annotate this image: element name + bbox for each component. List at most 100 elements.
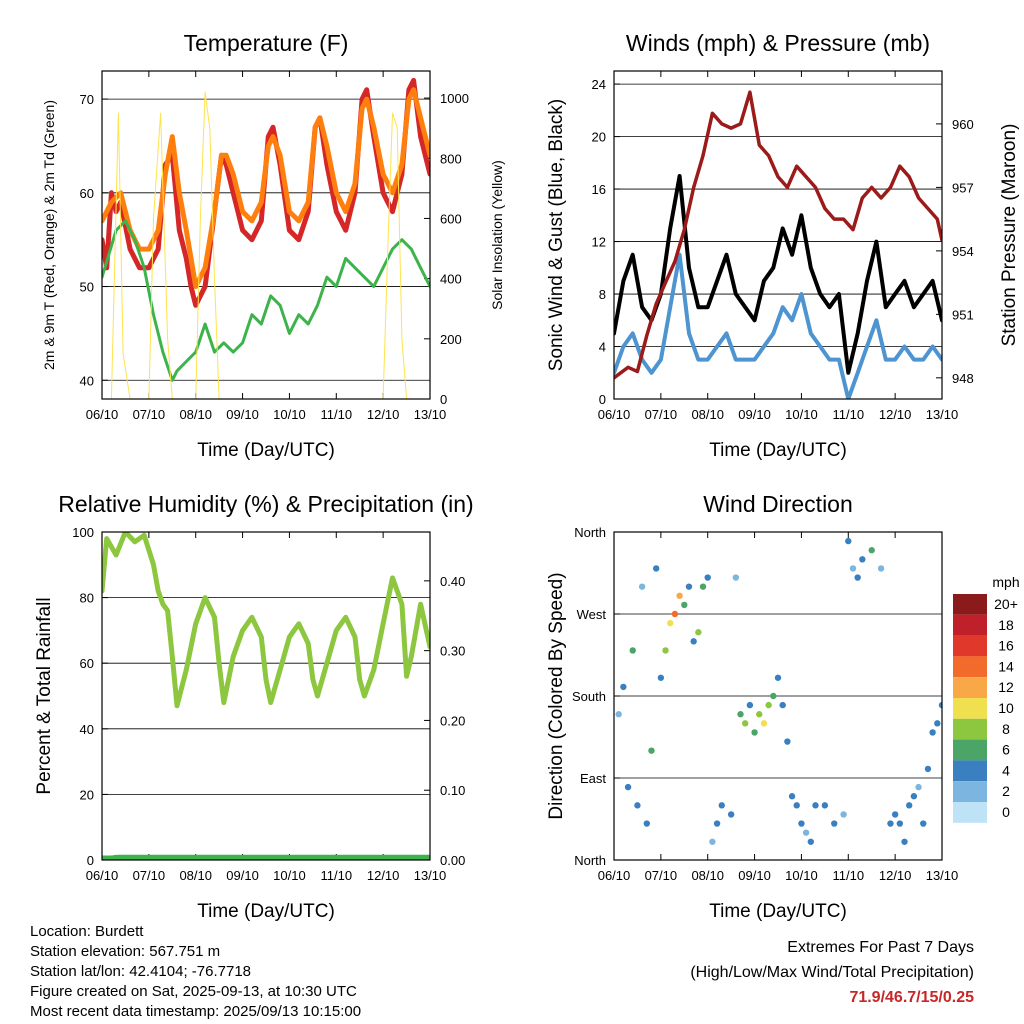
scatter-point [727,811,735,818]
y2-tick-label: 200 [440,332,462,347]
scatter-point [915,783,922,791]
x-tick-label: 12/10 [879,868,912,883]
scatter-point [671,610,679,618]
scatter-point [709,838,716,845]
scatter-point [845,537,852,545]
legend-swatch [953,656,987,678]
extremes-title: Extremes For Past 7 Days [787,939,974,956]
chart-title: Temperature (F) [184,30,349,56]
scatter-point [690,638,697,645]
scatter-point [821,802,829,809]
y-tick-label: 70 [80,92,94,107]
legend-swatch [953,802,987,823]
chart-panel-1: Winds (mph) & Pressure (mb) 0 4 8 12 16 20 24 94… [546,30,1020,461]
station-location: Location: Burdett [30,923,144,940]
x-tick-label: 09/10 [226,868,259,883]
x-tick-label: 06/10 [86,407,119,422]
chart-title: Relative Humidity (%) & Precipitation (i… [58,491,473,517]
legend-swatch [953,760,987,782]
scatter-point [765,701,772,709]
legend-swatch [953,781,987,802]
scatter-point [891,811,899,818]
y-tick-label: 12 [592,235,606,250]
scatter-point [868,547,875,554]
scatter-point [737,711,744,718]
x-tick-label: 11/10 [832,407,864,422]
y2-tick-label: 800 [440,151,462,166]
x-tick-label: 10/10 [785,868,818,883]
scatter-point [788,793,796,800]
chart-panel-3: Wind DirectionNorthEastSouthWestNorth06/… [546,491,1020,922]
recent-timestamp: Most recent data timestamp: 2025/09/13 1… [30,1003,362,1020]
x-axis-label: Time (Day/UTC) [709,901,847,922]
x-tick-label: 08/10 [179,868,212,883]
scatter-point [812,802,819,809]
plot-frame [101,70,431,400]
legend-label: 20+ [994,596,1018,612]
y2-tick-label: 957 [952,180,974,195]
x-tick-label: 08/10 [691,868,724,883]
x-tick-label: 07/10 [133,868,166,883]
speed-legend: mph 20+ 18 16 14 12 10 8 6 4 2 0 [953,574,1020,823]
scatter-point [802,829,810,836]
legend-label: 12 [998,679,1014,695]
legend-label: 6 [1002,742,1010,758]
x-tick-label: 08/10 [691,407,724,422]
x-tick-label: 07/10 [645,407,678,422]
plot-area [102,77,430,399]
scatter-point [760,720,768,727]
y-tick-label: East [580,771,606,786]
legend-label: 10 [998,700,1014,716]
y2-tick-label: 1000 [440,91,469,106]
plot-area [102,532,430,860]
scatter-point [746,701,754,709]
legend-label: 18 [998,617,1014,633]
scatter-point [924,765,932,773]
x-axis-label: Time (Day/UTC) [709,440,847,461]
y-tick-label: 80 [80,591,94,606]
scatter-point [784,738,791,745]
legend-label: 0 [1002,804,1010,820]
y-tick-label: 24 [592,77,606,92]
scatter-point [934,720,941,727]
scatter-point [774,674,782,681]
scatter-point [624,783,632,791]
scatter-point [638,583,646,590]
scatter-point [620,683,627,691]
x-tick-label: 09/10 [226,407,259,422]
plot-frame [613,70,943,400]
scatter-point [648,747,655,754]
scatter-point [713,820,721,827]
y2-tick-label: 960 [952,117,974,132]
scatter-point [854,574,861,581]
scatter-point [840,811,847,818]
chart-title: Wind Direction [703,491,853,517]
series-line [102,219,430,382]
legend-label: 4 [1002,762,1010,778]
scatter-point [662,647,669,654]
y-tick-label: North [574,525,606,540]
scatter-point [831,820,838,827]
x-tick-label: 13/10 [926,407,959,422]
extremes-subtitle: (High/Low/Max Wind/Total Precipitation) [690,964,974,981]
legend-swatch [953,677,987,698]
scatter-point [615,711,622,718]
series-line [102,91,430,399]
scatter-point [742,720,749,727]
scatter-point [920,820,927,827]
y-tick-label: 40 [80,373,94,388]
y2-tick-label: 0 [440,392,447,407]
y-tick-label: 20 [592,130,606,145]
x-axis-label: Time (Day/UTC) [197,901,335,922]
scatter-point [699,583,707,590]
legend-swatch [953,718,987,740]
legend-swatch [953,739,987,761]
scatter-point [732,574,740,581]
y-axis-label: Percent & Total Rainfall [34,597,55,794]
y2-tick-label: 600 [440,211,462,226]
legend-label: 8 [1002,721,1010,737]
x-tick-label: 09/10 [738,868,771,883]
legend-label: 16 [998,638,1014,654]
y-tick-label: 4 [599,340,606,355]
scatter-point [685,583,693,590]
